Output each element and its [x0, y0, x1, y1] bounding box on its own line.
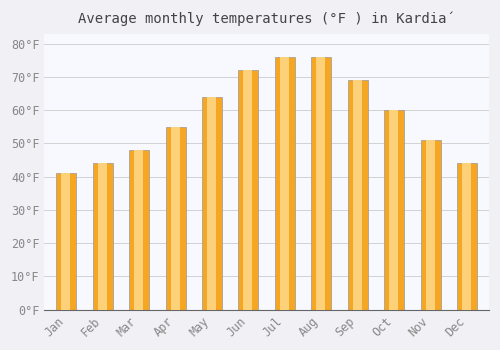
Bar	[316, 57, 326, 310]
Bar	[384, 110, 404, 310]
Bar	[166, 127, 186, 310]
Bar	[389, 110, 398, 310]
Bar	[207, 97, 216, 310]
Bar	[238, 70, 258, 310]
Bar	[457, 163, 477, 310]
Bar	[92, 163, 113, 310]
Bar	[426, 140, 434, 310]
Bar	[244, 70, 252, 310]
Bar	[420, 140, 440, 310]
Bar	[275, 57, 295, 310]
Bar	[129, 150, 149, 310]
Bar	[170, 127, 179, 310]
Bar	[312, 57, 332, 310]
Bar	[280, 57, 289, 310]
Bar	[98, 163, 107, 310]
Bar	[134, 150, 143, 310]
Bar	[56, 173, 76, 310]
Bar	[202, 97, 222, 310]
Bar	[62, 173, 70, 310]
Bar	[348, 80, 368, 310]
Bar	[462, 163, 471, 310]
Title: Average monthly temperatures (°F ) in Kardiá: Average monthly temperatures (°F ) in Ka…	[78, 11, 455, 26]
Bar	[352, 80, 362, 310]
